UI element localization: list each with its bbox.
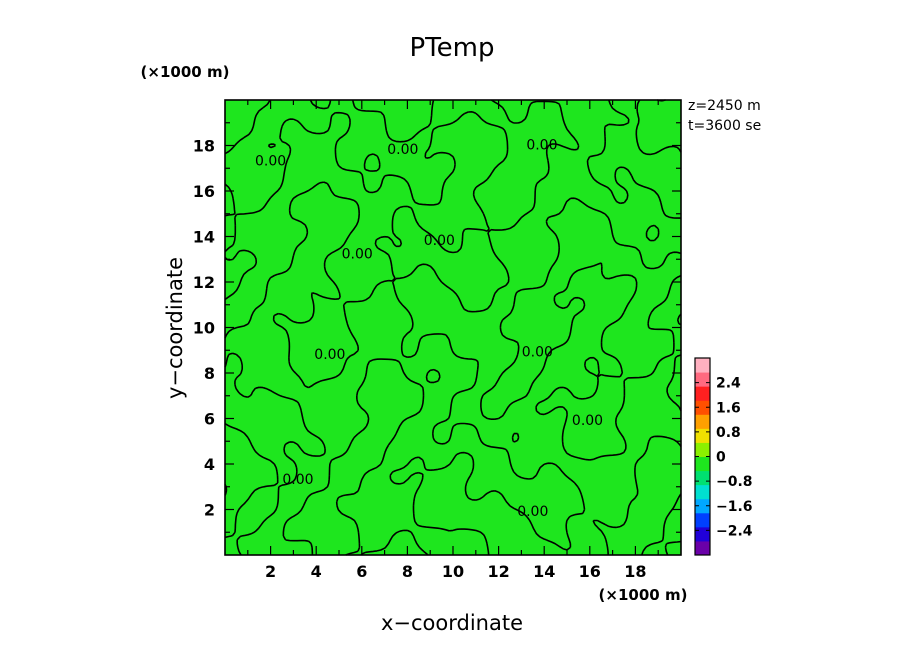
colorbar-tick-label: −0.8 [716,474,753,490]
y-tick-label: 14 [193,228,215,247]
contour-label: 0.00 [424,233,455,249]
contour-label: 0.00 [526,138,557,154]
colorbar-segment [695,470,710,486]
colorbar-segment [695,484,710,500]
x-tick-label: 8 [402,562,413,581]
x-tick-label: 2 [265,562,276,581]
field-fill [225,100,681,555]
chart-title: PTemp [410,33,495,63]
contour-label: 0.00 [387,142,418,158]
colorbar-segment [695,414,710,429]
x-tick-label: 10 [442,562,464,581]
colorbar-segment [695,456,710,472]
info-z: z=2450 m [688,98,761,114]
y-tick-label: 12 [193,273,215,292]
x-tick-label: 18 [624,562,646,581]
contour-label: 0.00 [522,345,553,361]
contour-label: 0.00 [255,153,286,169]
colorbar-segment [695,540,710,556]
axes: 2 4 6 8 10 12 14 16 18 2 4 6 8 10 12 14 16 18 [193,99,682,581]
colorbar-segment [695,512,710,528]
contour-label: 0.00 [517,504,548,520]
y-tick-label: 10 [193,319,215,338]
plot-area: 0.00 0.00 0.00 0.00 0.00 0.00 0.00 0.00 0.00 0.00 [224,99,682,556]
x-unit-label: (×1000 m) [599,586,688,604]
x-tick-label: 14 [533,562,555,581]
colorbar-segment [695,442,710,457]
y-tick-label: 6 [204,410,215,429]
x-tick-label: 12 [487,562,509,581]
y-tick-label: 18 [193,137,215,156]
y-tick-label: 16 [193,182,215,201]
colorbar-segment [695,372,710,387]
colorbar-tick-label: 0.8 [716,425,741,441]
colorbar-segment [695,498,710,514]
colorbar-tick-label: −2.4 [716,523,753,539]
colorbar-tick-label: 2.4 [716,376,741,392]
x-tick-label: 16 [579,562,601,581]
contour-label: 0.00 [342,247,373,263]
colorbar-segment [695,358,710,373]
colorbar-segment [695,526,710,542]
colorbar-tick-label: 1.6 [716,400,741,416]
colorbar-tick-label: −1.6 [716,499,753,515]
colorbar-tick-label: 0 [716,450,726,466]
y-tick-label: 4 [204,455,215,474]
contour-label: 0.00 [282,472,313,488]
x-axis-label: x−coordinate [381,611,523,635]
y-tick-label: 2 [204,501,215,520]
y-tick-label: 8 [204,364,215,383]
contour-label: 0.00 [314,347,345,363]
colorbar: 2.4 1.6 0.8 0 −0.8 −1.6 −2.4 [694,357,753,556]
x-tick-label: 4 [311,562,322,581]
y-unit-label: (×1000 m) [141,63,230,81]
colorbar-segment [695,386,710,401]
x-tick-label: 6 [356,562,367,581]
zero-contour-line [224,99,682,556]
y-axis-label: y−coordinate [163,257,187,399]
contour-label: 0.00 [572,413,603,429]
info-t: t=3600 se [688,118,761,134]
colorbar-segment [695,400,710,415]
colorbar-segment [695,428,710,443]
